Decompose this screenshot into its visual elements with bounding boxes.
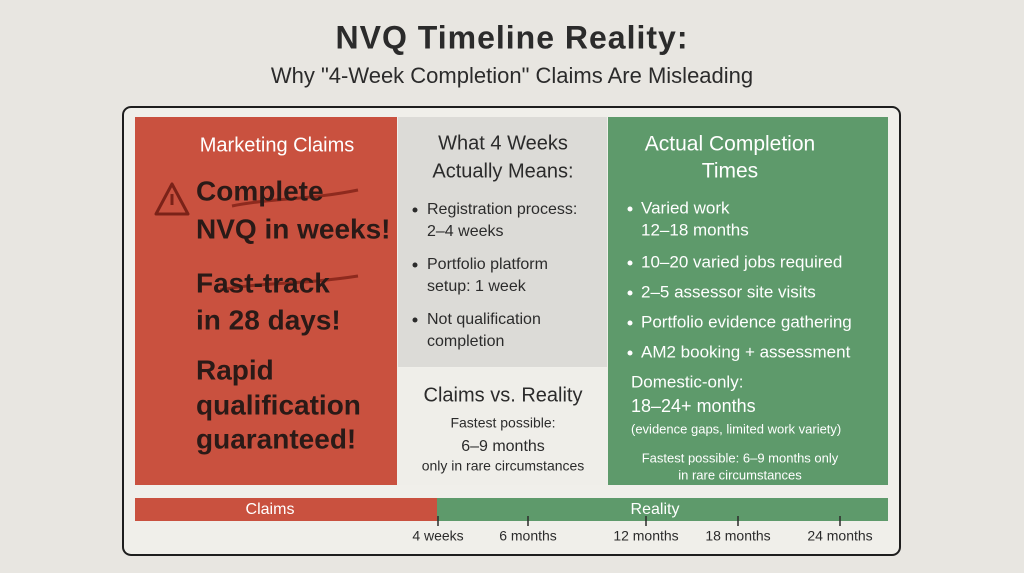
domestic-text: Domestic-only: (631, 372, 743, 391)
bullet (627, 290, 633, 296)
panel-heading: Actual Completion (645, 133, 815, 156)
timeline-tick-label: 24 months (807, 528, 872, 544)
comparison-text: Fastest possible: (450, 415, 555, 431)
timeline-label: Reality (631, 501, 680, 518)
bullet (627, 260, 633, 266)
claim: in 28 days! (196, 304, 341, 335)
bullet (412, 317, 418, 323)
warning-icon (154, 182, 190, 216)
bullet-text: 2–5 assessor site visits (641, 282, 816, 301)
note-text: Fastest possible: 6–9 months only (642, 450, 839, 465)
panel-heading: Actually Means: (432, 160, 573, 182)
comparison-text: only in rare circumstances (422, 458, 585, 474)
marketing-panel (135, 117, 397, 485)
claim: guaranteed! (196, 423, 356, 454)
strike (219, 274, 359, 292)
timeline-tick-label: 12 months (613, 528, 678, 544)
claim: Fast-track (196, 267, 330, 298)
timeline-label: Claims (246, 501, 295, 518)
panel-heading: Times (702, 160, 758, 183)
domestic-text: 18–24+ months (631, 396, 756, 416)
comparison-panel (398, 368, 607, 485)
timeline-tick-label: 6 months (499, 528, 557, 544)
timeline-tick-label: 4 weeks (412, 528, 463, 544)
meaning-panel (398, 117, 607, 367)
bullet-text: Registration process: (427, 201, 577, 218)
domestic-text: (evidence gaps, limited work variety) (631, 421, 841, 436)
panel-heading: Claims vs. Reality (424, 384, 583, 406)
timeline-claims-bar (135, 498, 437, 521)
bullet-text: AM2 booking + assessment (641, 342, 851, 361)
timeline-reality-bar (437, 498, 888, 521)
bullet-text: setup: 1 week (427, 278, 527, 295)
actual-panel (608, 117, 888, 485)
claim: Rapid (196, 354, 274, 385)
bullet (627, 350, 633, 356)
bullet (627, 206, 633, 212)
bullet-text: completion (427, 333, 504, 350)
panel-heading: Marketing Claims (200, 134, 354, 156)
bullet-text: 10–20 varied jobs required (641, 252, 842, 271)
bullet-text: 2–4 weeks (427, 223, 504, 240)
panel-heading: What 4 Weeks (438, 132, 568, 154)
bullet-text: 12–18 months (641, 220, 749, 239)
bullet-text: Portfolio evidence gathering (641, 312, 852, 331)
claim: NVQ in weeks! (196, 213, 391, 244)
bullet-text: Not qualification (427, 311, 541, 328)
bullet (412, 207, 418, 213)
bullet-text: Portfolio platform (427, 256, 548, 273)
bullet (627, 320, 633, 326)
note-text: in rare circumstances (678, 467, 802, 482)
claim: qualification (196, 389, 361, 420)
subtitle: Why "4-Week Completion" Claims Are Misle… (271, 63, 753, 88)
strike (231, 188, 359, 208)
comparison-text: 6–9 months (461, 438, 545, 455)
bullet (412, 262, 418, 268)
timeline-tick-label: 18 months (705, 528, 770, 544)
bullet-text: Varied work (641, 198, 730, 217)
title: NVQ Timeline Reality: (336, 19, 689, 55)
claim: Complete (196, 175, 324, 206)
